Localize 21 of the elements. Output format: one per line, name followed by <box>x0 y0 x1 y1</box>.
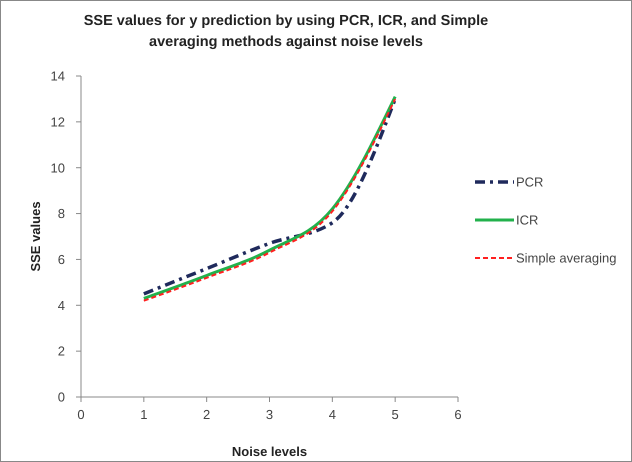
chart-title: SSE values for y prediction by using PCR, ICR, and Simple averaging methods against noise levels <box>84 13 488 50</box>
x-tick-label: 1 <box>140 407 148 422</box>
y-axis-title: SSE values <box>28 201 43 272</box>
x-tick-label: 0 <box>77 407 85 422</box>
y-tick-label: 4 <box>58 298 65 313</box>
y-tick-label: 8 <box>58 206 65 222</box>
x-tick-label: 6 <box>454 407 462 422</box>
y-tick-label: 2 <box>58 344 65 359</box>
x-tick-label: 3 <box>266 407 274 422</box>
y-tick-label: 10 <box>50 160 65 176</box>
y-tick-label: 0 <box>58 390 65 405</box>
legend-label: PCR <box>516 174 544 190</box>
y-tick-label: 12 <box>50 114 65 130</box>
legend-label: Simple averaging <box>516 250 616 266</box>
x-axis-title: Noise levels <box>232 444 308 459</box>
legend-label: ICR <box>516 212 538 228</box>
x-tick-label: 5 <box>392 407 399 422</box>
y-tick-label: 6 <box>58 252 65 267</box>
y-tick-label: 14 <box>50 68 65 84</box>
x-tick-label: 2 <box>203 407 210 422</box>
x-tick-label: 4 <box>328 407 336 422</box>
